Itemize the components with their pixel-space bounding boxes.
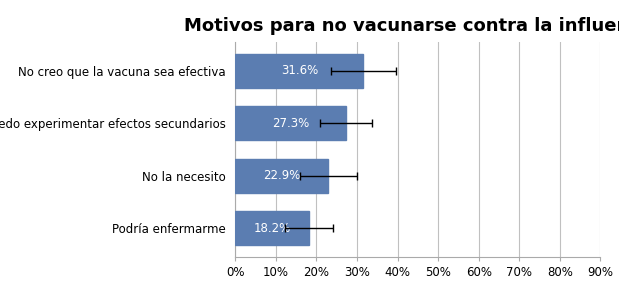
Text: 31.6%: 31.6% [280,64,318,77]
Text: 27.3%: 27.3% [272,117,310,130]
Bar [235,211,309,245]
Text: 22.9%: 22.9% [263,169,300,182]
Bar [235,54,363,88]
Bar [235,159,328,193]
Bar [235,106,346,140]
Title: Motivos para no vacunarse contra la influenza: Motivos para no vacunarse contra la infl… [184,17,619,35]
Text: 18.2%: 18.2% [254,222,291,235]
